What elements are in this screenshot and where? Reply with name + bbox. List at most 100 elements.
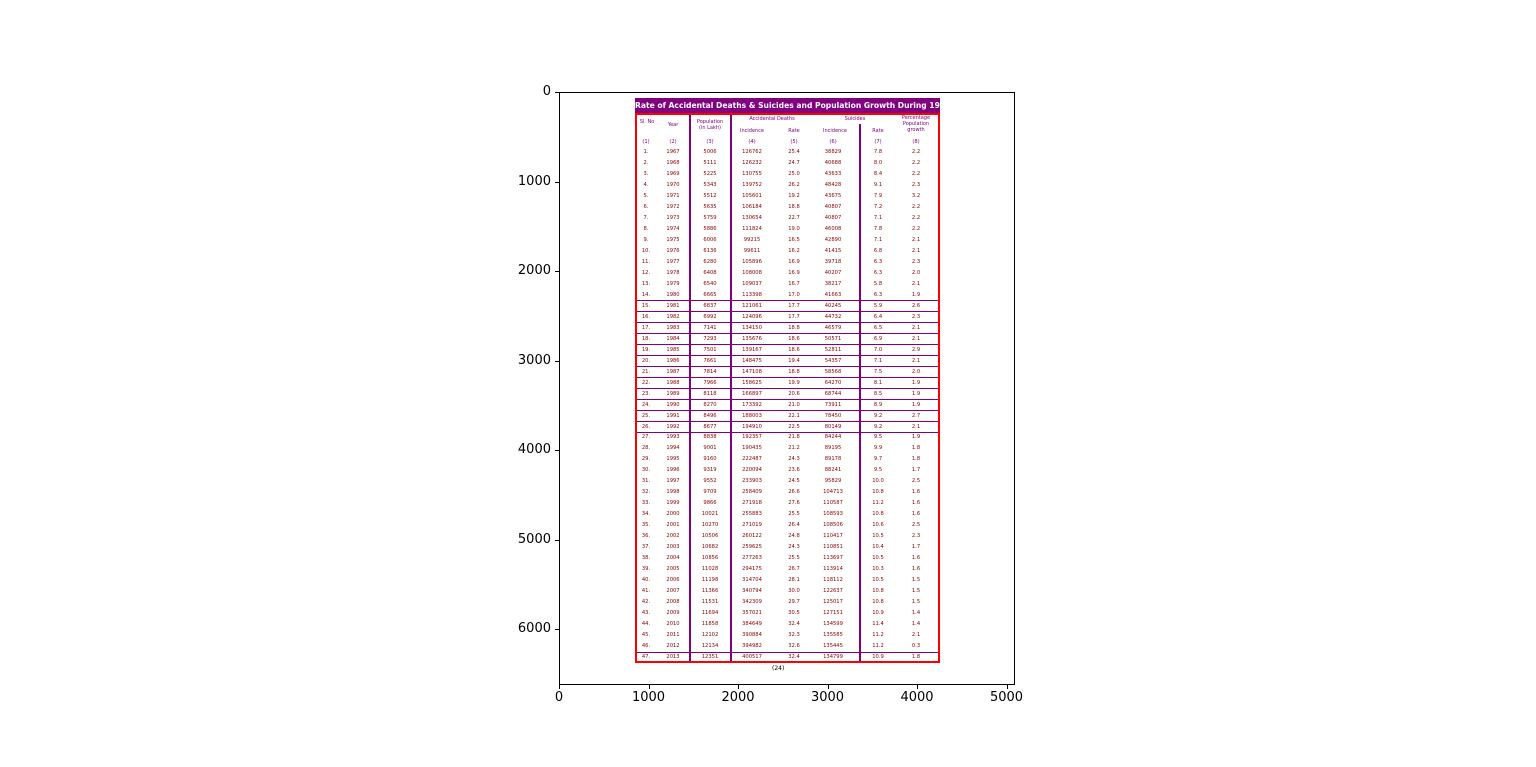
cell-population: 8496 [703,412,717,419]
cell-year: 1997 [666,478,680,485]
cell-sl-no: 22. [641,379,651,386]
cell-growth: 1.4 [911,610,921,617]
cell-sui-rate: 5.9 [873,302,883,309]
cell-sl-no: 24. [641,401,651,408]
cell-acc-rate: 16.2 [788,247,800,254]
cell-acc-incidence: 222487 [742,456,762,463]
cell-acc-incidence: 105896 [742,258,762,265]
cell-growth: 2.3 [911,533,921,540]
cell-acc-rate: 16.5 [788,236,800,243]
cell-sui-rate: 11.2 [872,500,884,507]
cell-sui-incidence: 125017 [823,599,843,606]
cell-population: 8118 [703,390,717,397]
cell-sui-incidence: 38829 [824,149,842,155]
cell-acc-rate: 25.5 [788,511,800,518]
cell-year: 1982 [666,313,680,320]
cell-growth: 2.3 [911,258,921,265]
cell-population: 6280 [703,258,717,265]
cell-acc-incidence: 400517 [742,654,762,661]
cell-sui-incidence: 73911 [824,401,842,408]
row-rule [637,421,938,423]
header-acc-incidence: Incidence [739,128,765,134]
cell-sui-rate: 8.1 [873,379,883,386]
cell-acc-incidence: 148475 [742,357,762,364]
cell-sui-incidence: 89195 [824,445,842,452]
cell-sl-no: 27. [641,434,651,441]
cell-sl-no: 40. [641,577,651,584]
cell-sui-rate: 9.7 [873,456,883,463]
cell-growth: 1.8 [911,456,921,463]
cell-acc-rate: 30.0 [788,588,800,595]
cell-acc-incidence: 188003 [742,412,762,419]
cell-growth: 0.3 [911,643,921,650]
cell-sl-no: 12. [641,269,651,276]
column-number: (4) [748,139,756,145]
cell-acc-rate: 25.5 [788,555,800,562]
cell-acc-incidence: 384649 [742,621,762,628]
cell-year: 2011 [666,632,680,639]
cell-sl-no: 18. [641,335,651,342]
cell-acc-incidence: 99611 [743,247,761,254]
image-axes [559,92,1015,685]
cell-growth: 2.1 [911,335,921,342]
cell-sui-incidence: 108593 [823,511,843,518]
cell-year: 2002 [666,533,680,540]
cell-year: 1984 [666,335,680,342]
column-number: (7) [874,139,882,145]
cell-growth: 2.1 [911,632,921,639]
cell-acc-rate: 21.8 [788,434,800,441]
cell-year: 1991 [666,412,680,419]
cell-sui-rate: 9.9 [873,445,883,452]
cell-acc-incidence: 190435 [742,445,762,452]
cell-acc-rate: 18.6 [788,335,800,342]
cell-acc-rate: 25.0 [788,170,800,177]
cell-acc-rate: 26.2 [788,181,800,188]
cell-acc-incidence: 357021 [742,610,762,617]
cell-acc-incidence: 139167 [742,346,762,353]
cell-sl-no: 2. [643,159,649,166]
cell-growth: 2.1 [911,247,921,254]
y-tick [555,360,559,362]
cell-population: 10506 [701,533,719,540]
cell-population: 7966 [703,379,717,386]
cell-sui-incidence: 110417 [823,533,843,540]
cell-sl-no: 23. [641,390,651,397]
cell-sl-no: 14. [641,291,651,298]
cell-growth: 1.5 [911,599,921,606]
cell-growth: 1.7 [911,544,921,551]
cell-sui-incidence: 38217 [824,280,842,287]
y-tick-label: 5000 [517,531,551,547]
cell-sui-rate: 10.8 [872,511,884,518]
cell-sl-no: 25. [641,412,651,419]
cell-acc-incidence: 99215 [743,236,761,243]
cell-year: 1992 [666,423,680,430]
cell-acc-incidence: 113398 [742,291,762,298]
cell-growth: 1.4 [911,621,921,628]
cell-growth: 1.6 [911,555,921,562]
cell-acc-rate: 18.8 [788,324,800,331]
cell-year: 1979 [666,280,680,287]
cell-year: 1967 [666,149,680,155]
cell-growth: 2.1 [911,236,921,243]
cell-population: 5512 [703,192,717,199]
y-tick-label: 1000 [517,173,551,189]
cell-population: 5759 [703,214,717,221]
x-tick-label: 0 [554,690,564,705]
cell-year: 1975 [666,236,680,243]
cell-sl-no: 41. [641,588,651,595]
cell-year: 1993 [666,434,680,441]
cell-sui-rate: 10.4 [872,544,884,551]
cell-acc-incidence: 105601 [742,192,762,199]
cell-acc-rate: 21.2 [788,445,800,452]
cell-growth: 2.2 [911,170,921,177]
cell-sui-incidence: 46008 [824,225,842,232]
cell-sui-rate: 6.8 [873,247,883,254]
cell-year: 2012 [666,643,680,650]
cell-sui-rate: 7.1 [873,236,883,243]
cell-sl-no: 38. [641,555,651,562]
cell-year: 2003 [666,544,680,551]
cell-sl-no: 19. [641,346,651,353]
cell-population: 10856 [701,555,719,562]
cell-acc-incidence: 173392 [742,401,762,408]
cell-sui-rate: 10.8 [872,489,884,496]
